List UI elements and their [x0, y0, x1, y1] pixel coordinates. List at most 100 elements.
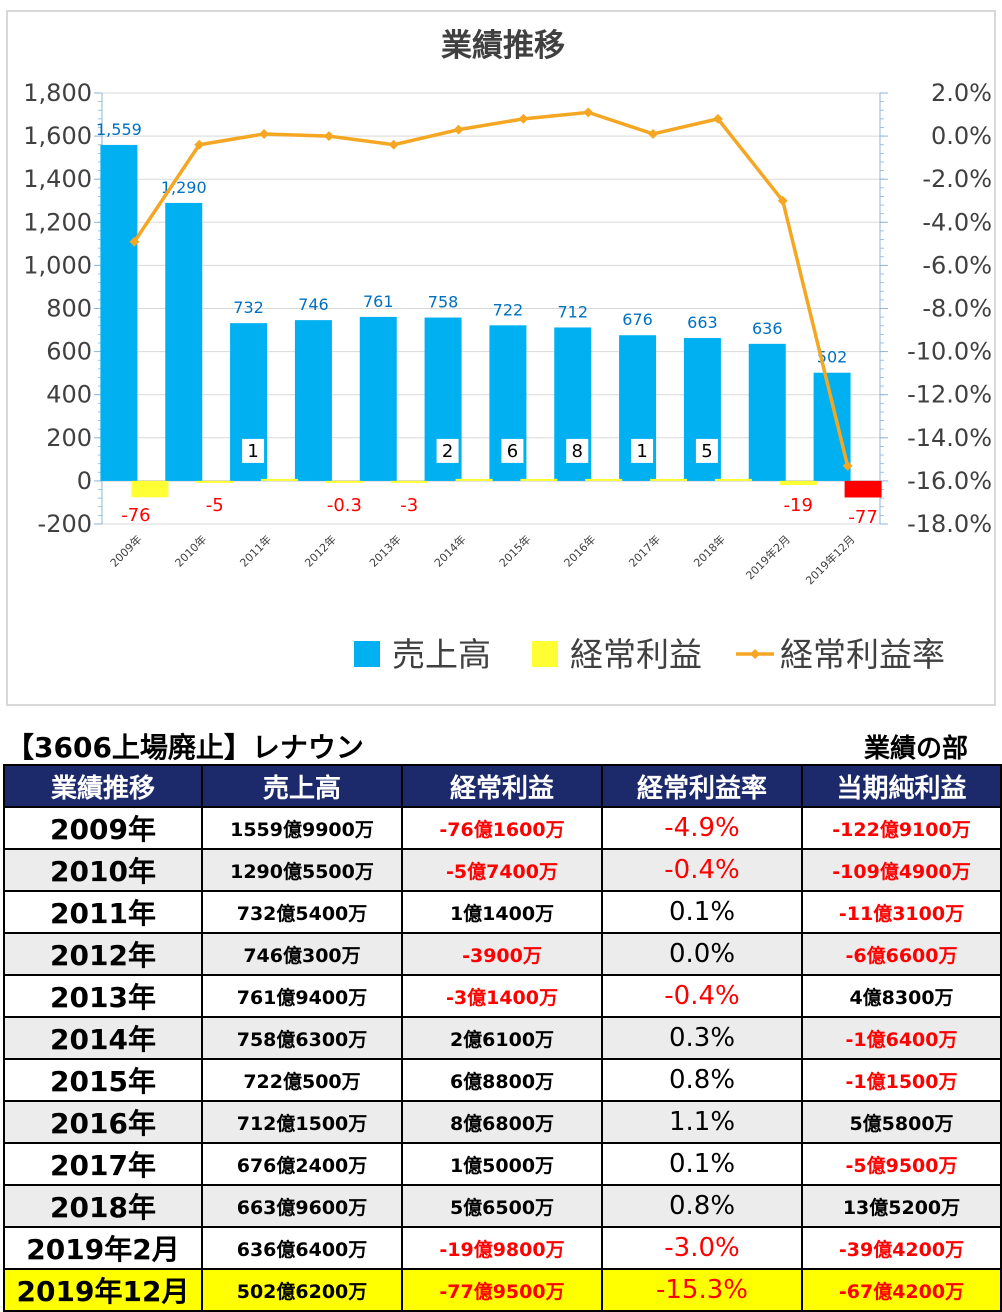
profit-rate-point	[453, 124, 464, 135]
cell-ordinary-profit: 6億8800万	[401, 1058, 603, 1102]
cell-profit-rate: 0.1%	[601, 1142, 803, 1186]
cell-sales: 1290億5500万	[201, 848, 403, 892]
cell-ordinary-profit: -19億9800万	[401, 1226, 603, 1270]
x-category-label: 2014年	[431, 532, 468, 569]
profit-label-background	[566, 438, 589, 463]
profit-rate-point	[388, 139, 399, 150]
table-row: 2011年 732億5400万 1億1400万 0.1% -11億3100万	[3, 890, 1002, 934]
cell-period: 2013年	[3, 974, 203, 1018]
cell-profit-rate: 0.0%	[601, 932, 803, 976]
profit-data-label: 1	[247, 441, 258, 462]
y-left-tick-label: 0	[77, 467, 92, 495]
table-row: 2016年 712億1500万 8億6800万 1.1% 5億5800万	[3, 1100, 1002, 1144]
profit-bar	[844, 480, 882, 498]
cell-ordinary-profit: -5億7400万	[401, 848, 603, 892]
profit-data-label: -5	[206, 495, 224, 516]
cell-profit-rate: 0.8%	[601, 1058, 803, 1102]
sales-data-label: 712	[557, 302, 588, 321]
chart-container: 業績推移 -200 0 200 400 600 800 1,000 1,200 1,400 1,60…	[6, 10, 996, 706]
profit-bar	[131, 480, 169, 498]
sales-bar	[100, 144, 138, 481]
y-left-tick-label: 1,600	[23, 122, 92, 150]
cell-sales: 746億300万	[201, 932, 403, 976]
x-category-label: 2009年	[107, 532, 144, 569]
header-net-income: 当期純利益	[801, 764, 1002, 808]
cell-net-income: 4億8300万	[801, 974, 1002, 1018]
cell-period: 2012年	[3, 932, 203, 976]
profit-label-background	[501, 438, 524, 463]
cell-period: 2019年2月	[3, 1226, 203, 1270]
header-period: 業績推移	[3, 764, 203, 808]
profit-rate-line	[132, 110, 850, 467]
y-right-tick-label: -4.0%	[922, 208, 992, 236]
y-left-tick-label: 400	[46, 381, 92, 409]
company-heading: 【3606上場廃止】レナウン	[6, 731, 364, 764]
cell-profit-rate: 0.3%	[601, 1016, 803, 1060]
profit-bar	[325, 480, 363, 483]
profit-rate-point	[583, 107, 594, 118]
sales-data-label: 502	[817, 348, 848, 367]
cell-sales: 761億9400万	[201, 974, 403, 1018]
cell-profit-rate: 0.8%	[601, 1184, 803, 1228]
profit-rate-point	[194, 139, 205, 150]
cell-period: 2017年	[3, 1142, 203, 1186]
cell-period: 2011年	[3, 890, 203, 934]
y-right-tick-label: -16.0%	[907, 467, 992, 495]
sales-data-label: 746	[298, 295, 329, 314]
table-row: 2014年 758億6300万 2億6100万 0.3% -1億6400万	[3, 1016, 1002, 1060]
y-left-tick-label: 1,800	[23, 79, 92, 107]
cell-sales: 732億5400万	[201, 890, 403, 934]
x-category-label: 2016年	[561, 532, 598, 569]
table-row: 2018年 663億9600万 5億6500万 0.8% 13億5200万	[3, 1184, 1002, 1228]
profit-rate-point	[648, 128, 659, 139]
y-right-tick-label: 0.0%	[931, 122, 992, 150]
y-left-tick-label: 1,200	[23, 208, 92, 236]
cell-sales: 502億6200万	[201, 1268, 403, 1312]
profit-bar	[650, 478, 688, 481]
table-row: 2019年12月 502億6200万 -77億9500万 -15.3% -67億4200…	[3, 1268, 1002, 1312]
cell-net-income: -109億4900万	[801, 848, 1002, 892]
y-left-tick-label: 800	[46, 295, 92, 323]
profit-label-background	[436, 438, 459, 463]
sales-bar	[294, 320, 332, 481]
y-left-tick-label: 1,000	[23, 251, 92, 279]
profit-rate-point	[842, 460, 853, 471]
y-right-tick-label: -18.0%	[907, 510, 992, 538]
sales-bar	[748, 343, 786, 481]
cell-period: 2019年12月	[3, 1268, 203, 1312]
sales-bar	[165, 202, 203, 481]
profit-bar	[261, 478, 299, 481]
profit-bar	[714, 478, 752, 481]
profit-rate-point	[129, 236, 140, 247]
cell-net-income: -5億9500万	[801, 1142, 1002, 1186]
cell-net-income: -39億4200万	[801, 1226, 1002, 1270]
legend-label-rate: 経常利益率	[780, 635, 945, 674]
table-header-row: 業績推移 売上高 経常利益 経常利益率 当期純利益	[3, 764, 1002, 808]
profit-data-label: 6	[507, 441, 518, 462]
profit-label-background	[631, 438, 654, 463]
table-row: 2012年 746億300万 -3900万 0.0% -6億6600万	[3, 932, 1002, 976]
header-profit-rate: 経常利益率	[601, 764, 803, 808]
x-category-label: 2018年	[691, 532, 728, 569]
profit-data-label: -0.3	[327, 495, 362, 516]
cell-profit-rate: -3.0%	[601, 1226, 803, 1270]
profit-bar	[196, 480, 234, 483]
cell-profit-rate: 1.1%	[601, 1100, 803, 1144]
cell-net-income: 13億5200万	[801, 1184, 1002, 1228]
legend-swatch-sales	[354, 641, 380, 667]
cell-sales: 636億6400万	[201, 1226, 403, 1270]
y-left-tick-label: -200	[38, 510, 92, 538]
sales-data-label: 761	[363, 292, 394, 311]
cell-period: 2014年	[3, 1016, 203, 1060]
cell-profit-rate: -0.4%	[601, 848, 803, 892]
cell-ordinary-profit: 8億6800万	[401, 1100, 603, 1144]
chart-title: 業績推移	[441, 28, 565, 64]
cell-sales: 712億1500万	[201, 1100, 403, 1144]
y-right-tick-label: -2.0%	[922, 165, 992, 193]
cell-profit-rate: 0.1%	[601, 890, 803, 934]
profit-rate-point	[259, 128, 270, 139]
profit-bar	[390, 480, 428, 483]
profit-data-label: 2	[442, 441, 453, 462]
cell-net-income: 5億5800万	[801, 1100, 1002, 1144]
y-right-tick-label: -10.0%	[907, 338, 992, 366]
